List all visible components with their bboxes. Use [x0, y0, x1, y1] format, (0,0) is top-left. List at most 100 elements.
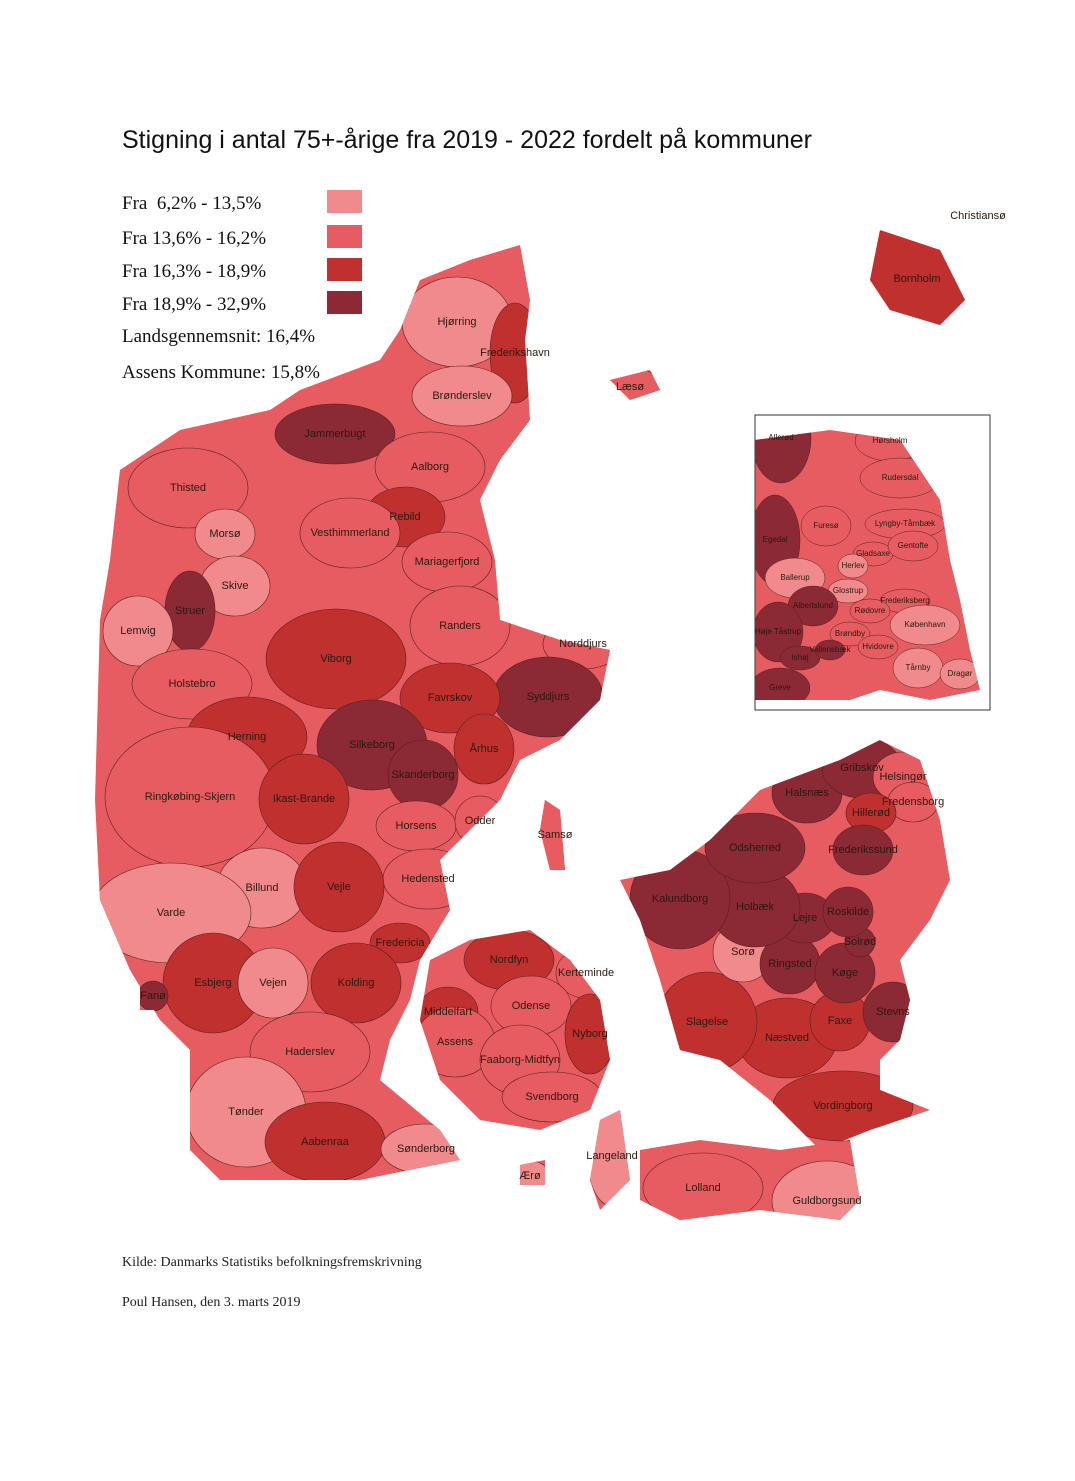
region-label: Skive [222, 580, 249, 592]
region-labels: Hjørring Frederikshavn Brønderslev Jammerbu… [120, 210, 1006, 1207]
region-label: Vejen [259, 977, 287, 989]
inset-label: Rødovre [855, 606, 886, 615]
inset-label: Albertslund [793, 601, 833, 610]
region-label: Sønderborg [397, 1143, 455, 1155]
inset-label: Glostrup [833, 586, 864, 595]
region-label: Rebild [389, 511, 420, 523]
inset-region [779, 645, 821, 671]
legend-label: Fra 6,2% - 13,5% [122, 193, 261, 214]
inset-label: Dragør [948, 669, 973, 678]
inset-region [755, 667, 811, 700]
region-label: Køge [832, 967, 858, 979]
region-label: Kolding [338, 977, 375, 989]
region-label: Roskilde [827, 906, 869, 918]
inset-region [814, 639, 846, 661]
legend-swatch [327, 225, 362, 248]
region-label: Helsingør [879, 771, 926, 783]
legend-swatch [327, 258, 362, 281]
region-label: Hedensted [401, 873, 454, 885]
inset-label: Gentofte [898, 541, 929, 550]
region-label: Aalborg [411, 461, 449, 473]
region-label: Fanø [140, 990, 166, 1002]
inset-label: Rudersdal [882, 473, 919, 482]
region-label: Samsø [538, 829, 573, 841]
region [237, 947, 309, 1019]
region-label: Assens [437, 1036, 474, 1048]
region-label: Silkeborg [349, 739, 395, 751]
region-label: Guldborgsund [792, 1195, 861, 1207]
legend-note: Assens Kommune: 15,8% [122, 362, 320, 383]
region-label: Brønderslev [432, 390, 492, 402]
inset-label: Egedal [763, 535, 788, 544]
region-label: Bornholm [893, 273, 940, 285]
inset-label: Allerød [768, 433, 793, 442]
legend-label: Fra 13,6% - 16,2% [122, 228, 266, 249]
region-label: Odense [512, 1000, 551, 1012]
inset-label: Brøndby [835, 629, 865, 638]
region-label: Norddjurs [559, 638, 607, 650]
region-label: Christiansø [950, 210, 1006, 222]
region-label: Faaborg-Midtfyn [480, 1054, 560, 1066]
region-label: Middelfart [424, 1006, 472, 1018]
region-label: Fredensborg [882, 796, 944, 808]
region-label: Mariagerfjord [415, 556, 480, 568]
region-label: Ringkøbing-Skjern [145, 791, 235, 803]
inset-region [755, 430, 812, 484]
region-label: Vesthimmerland [311, 527, 390, 539]
region-label: Sorø [731, 946, 755, 958]
inset-region [887, 530, 939, 562]
region [310, 942, 402, 1024]
region-label: Ikast-Brande [273, 793, 335, 805]
region-label: Tønder [228, 1106, 264, 1118]
region-label: Jammerbugt [304, 428, 365, 440]
legend-swatch [327, 190, 362, 213]
author-note: Poul Hansen, den 3. marts 2019 [122, 1295, 300, 1310]
region-label: Lolland [685, 1182, 720, 1194]
region [832, 824, 894, 876]
region-label: Viborg [320, 653, 352, 665]
region-label: Esbjerg [194, 977, 231, 989]
region-label: Vejle [327, 881, 351, 893]
region [274, 403, 396, 465]
inset-label: Vallensbæk [809, 645, 851, 654]
region-label: Nordfyn [490, 954, 529, 966]
region [453, 713, 515, 785]
region-label: Varde [157, 907, 186, 919]
region-label: Svendborg [525, 1091, 578, 1103]
inset-labels: Hørsholm Rudersdal Allerød Furesø Lyngby-Tår… [755, 433, 973, 692]
inset-region [837, 553, 869, 579]
region [299, 497, 401, 569]
region-label: Læsø [616, 381, 644, 393]
inset-region [755, 601, 804, 663]
region-label: Odder [465, 815, 496, 827]
region-label: Skanderborg [392, 769, 455, 781]
region-label: Favrskov [428, 692, 473, 704]
region-label: Stevns [876, 1006, 910, 1018]
region [127, 447, 249, 529]
region-label: Holbæk [736, 901, 774, 913]
inset-region [829, 621, 871, 647]
region-label: Horsens [396, 820, 437, 832]
inset-region [939, 658, 980, 690]
region [411, 365, 513, 427]
region-label: Holstebro [168, 678, 215, 690]
inset-label: Hvidovre [862, 642, 894, 651]
region-label: Syddjurs [527, 691, 570, 703]
region-label: Morsø [209, 528, 240, 540]
source-note: Kilde: Danmarks Statistiks befolkningsfr… [122, 1255, 422, 1270]
region-label: Halsnæs [785, 787, 829, 799]
inset-label: Herlev [841, 561, 864, 570]
legend-swatch [327, 291, 362, 314]
inset-label: Frederiksberg [880, 596, 929, 605]
inset-label: Lyngby-Tårnbæk [875, 519, 936, 528]
region-label: Hjørring [437, 316, 476, 328]
region-label: Frederikshavn [480, 347, 550, 359]
region-label: Næstved [765, 1032, 809, 1044]
inset-region [849, 598, 891, 624]
region-label: Fredericia [376, 937, 426, 949]
inset-label: Ballerup [780, 573, 810, 582]
region-label: Randers [439, 620, 481, 632]
inset-label: Høje Tåstrup [755, 627, 802, 636]
region-label: Herning [228, 731, 267, 743]
